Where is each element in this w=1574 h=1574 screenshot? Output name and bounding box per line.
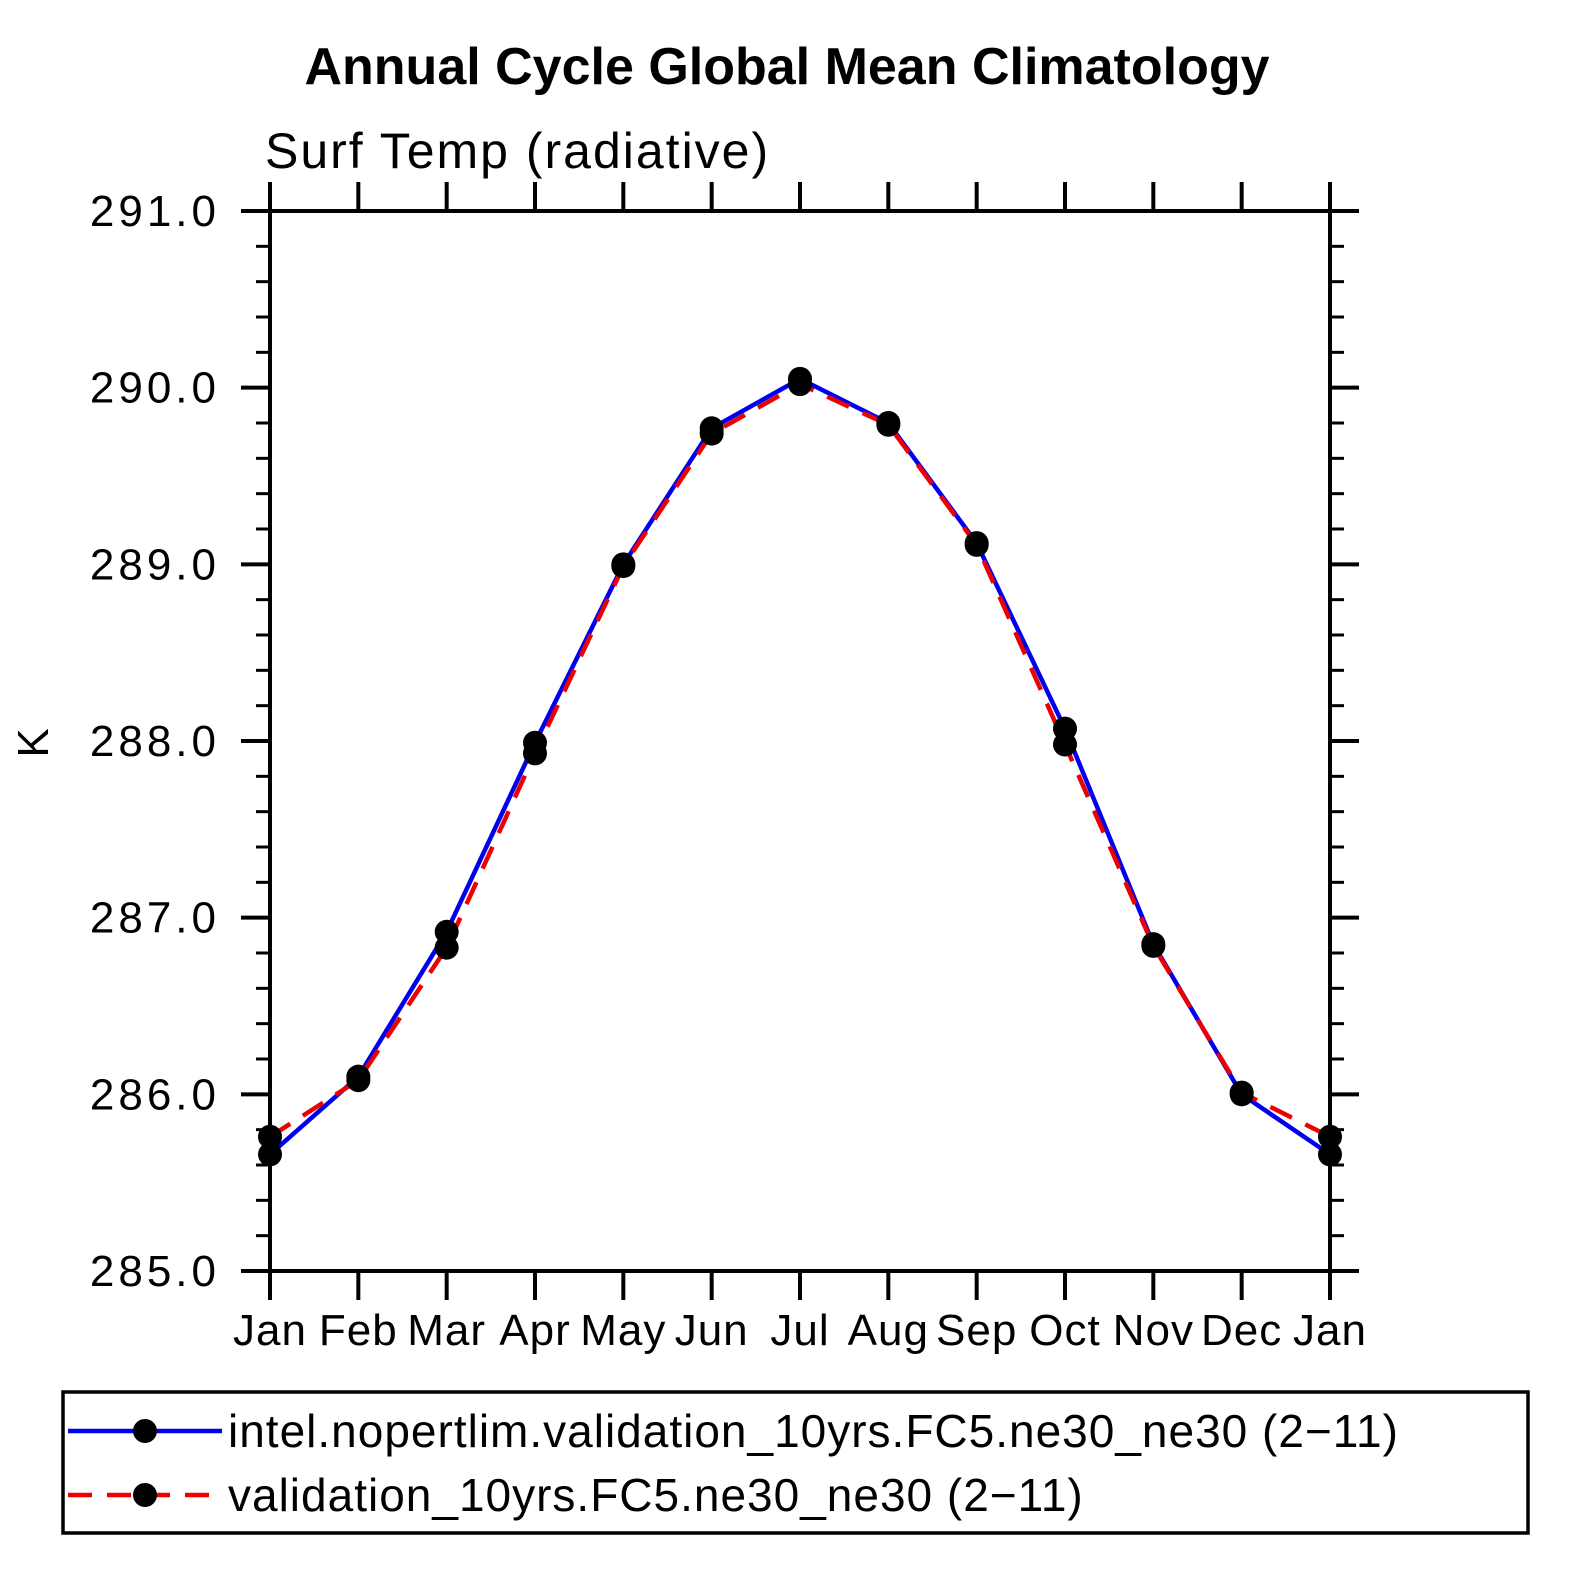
- series-line-1: [268, 381, 1332, 1139]
- x-tick-label: Feb: [319, 1306, 398, 1355]
- y-tick-label: 286.0: [90, 1070, 220, 1119]
- axes: Jan Feb Mar Apr May Jun Jul Aug Sep Oct Nov Dec Jan2…: [90, 182, 1367, 1355]
- x-tick-label: Oct: [1029, 1306, 1100, 1355]
- legend-box: [61, 1390, 1530, 1535]
- data-point-marker: [964, 532, 989, 557]
- data-point-marker: [876, 412, 901, 437]
- y-tick-label: 287.0: [90, 894, 220, 943]
- y-axis-label: K: [9, 724, 58, 757]
- x-tick-label: Jul: [770, 1306, 829, 1355]
- y-tick-label: 288.0: [90, 717, 220, 766]
- legend-label-1: validation_10yrs.FC5.ne30_ne30 (2−11): [228, 1469, 1084, 1521]
- x-tick-label: Sep: [936, 1306, 1017, 1355]
- x-tick-label: Apr: [499, 1306, 570, 1355]
- data-point-marker: [1229, 1080, 1254, 1105]
- data-point-marker: [788, 372, 812, 397]
- legend-sample-marker-0: [133, 1419, 157, 1443]
- data-point-marker: [258, 1142, 282, 1167]
- y-tick-label: 290.0: [90, 364, 220, 413]
- x-tick-label: Aug: [848, 1306, 929, 1355]
- y-tick-label: 291.0: [90, 187, 220, 236]
- legend: intel.nopertlim.validation_10yrs.FC5.ne3…: [61, 1390, 1530, 1535]
- series-lines: [258, 366, 1342, 1167]
- data-point-marker: [1053, 732, 1077, 757]
- x-tick-label: Nov: [1113, 1306, 1194, 1355]
- data-point-marker: [611, 554, 636, 579]
- series-line-0: [268, 376, 1332, 1157]
- data-point-marker: [1141, 933, 1166, 958]
- data-point-marker: [699, 421, 724, 446]
- legend-label-0: intel.nopertlim.validation_10yrs.FC5.ne3…: [228, 1405, 1399, 1457]
- x-tick-label: Jun: [675, 1306, 749, 1355]
- x-tick-label: Jan: [233, 1306, 307, 1355]
- x-tick-label: Dec: [1201, 1306, 1282, 1355]
- x-tick-label: Mar: [407, 1306, 486, 1355]
- y-tick-label: 285.0: [90, 1247, 220, 1296]
- data-point-marker: [1318, 1124, 1342, 1149]
- legend-sample-marker-1: [133, 1483, 157, 1507]
- data-point-marker: [434, 935, 459, 960]
- x-tick-label: Jan: [1293, 1306, 1367, 1355]
- data-point-marker: [346, 1068, 371, 1093]
- data-point-marker: [1318, 1142, 1342, 1167]
- data-point-marker: [258, 1124, 282, 1149]
- data-point-marker: [523, 741, 547, 766]
- chart-subtitle: Surf Temp (radiative): [265, 123, 770, 179]
- x-tick-label: May: [580, 1306, 666, 1355]
- chart-title: Annual Cycle Global Mean Climatology: [304, 38, 1269, 96]
- y-tick-label: 289.0: [90, 540, 220, 589]
